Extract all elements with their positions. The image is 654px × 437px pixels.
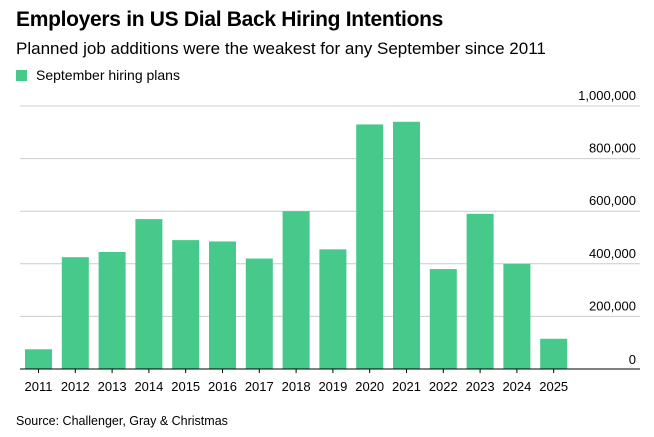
bar <box>503 263 531 369</box>
x-tick-label: 2022 <box>429 379 458 394</box>
x-tick-label: 2011 <box>25 379 53 394</box>
y-tick-label: 400,000 <box>589 246 636 261</box>
bar <box>98 251 126 369</box>
bar <box>209 241 236 369</box>
y-tick-label: 0 <box>629 352 636 367</box>
bar <box>282 211 310 369</box>
x-tick-label: 2014 <box>134 379 163 394</box>
source-note: Source: Challenger, Gray & Christmas <box>16 414 228 428</box>
y-axis-ticks: 0 200,000 400,000 600,000 800,000 1,000,000 <box>578 88 636 367</box>
bar <box>25 349 52 369</box>
y-tick-label: 200,000 <box>589 298 636 313</box>
legend-label: September hiring plans <box>36 67 180 83</box>
x-tick-label: 2012 <box>61 379 90 394</box>
bar <box>393 121 420 369</box>
x-tick-label: 2024 <box>502 379 531 394</box>
chart-subtitle: Planned job additions were the weakest f… <box>16 39 546 58</box>
x-axis-ticks: 2011 2012 2013 2014 2015 2016 2017 2018 2019 2020… <box>25 369 568 394</box>
x-tick-label: 2020 <box>355 379 384 394</box>
bar <box>172 240 200 369</box>
legend-swatch <box>16 69 27 81</box>
x-tick-label: 2015 <box>171 379 200 394</box>
bars <box>25 121 568 369</box>
x-tick-label: 2017 <box>245 379 274 394</box>
bar <box>356 124 384 369</box>
x-tick-label: 2023 <box>466 379 495 394</box>
x-tick-label: 2016 <box>208 379 237 394</box>
bar <box>540 338 568 369</box>
y-tick-label: 600,000 <box>589 193 636 208</box>
x-tick-label: 2025 <box>539 379 568 394</box>
bar <box>135 219 163 369</box>
y-tick-label: 800,000 <box>589 141 636 156</box>
x-tick-label: 2021 <box>392 379 421 394</box>
bar <box>429 269 457 369</box>
x-tick-label: 2013 <box>98 379 127 394</box>
chart-title: Employers in US Dial Back Hiring Intenti… <box>16 8 444 31</box>
bar <box>466 213 494 369</box>
bar <box>245 258 273 369</box>
bar <box>61 257 89 369</box>
x-tick-label: 2018 <box>282 379 311 394</box>
chart-legend: September hiring plans <box>16 67 180 83</box>
y-tick-label: 1,000,000 <box>578 88 636 103</box>
bar <box>319 249 347 369</box>
x-tick-label: 2019 <box>318 379 347 394</box>
